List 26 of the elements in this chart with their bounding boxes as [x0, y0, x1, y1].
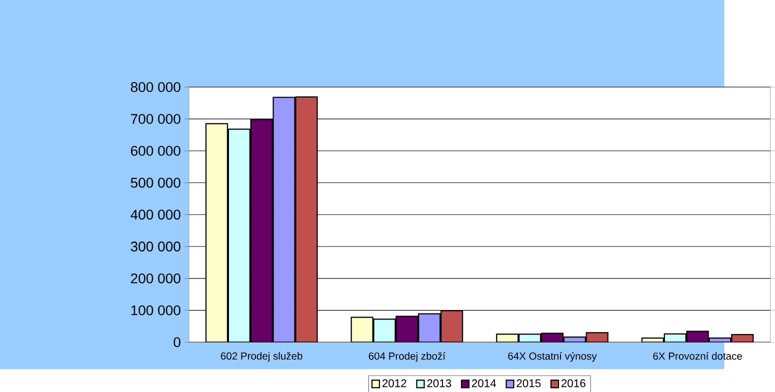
bar — [295, 96, 318, 342]
y-tick-label: 700 000 — [131, 114, 180, 124]
bar — [418, 314, 440, 342]
bar — [396, 316, 418, 342]
x-tick-label: 604 Prodej zboží — [368, 352, 446, 362]
y-tick-label: 100 000 — [131, 305, 180, 316]
bar — [250, 118, 273, 342]
bar — [272, 96, 296, 342]
bar — [205, 122, 228, 342]
y-tick-label: 0 — [174, 337, 180, 347]
y-tick-label: 600 000 — [131, 146, 180, 156]
bar — [228, 128, 250, 342]
legend-label: 2016 — [561, 379, 586, 388]
legend-label: 2012 — [382, 379, 406, 388]
y-tick-label: 300 000 — [130, 241, 180, 252]
legend-label: 2014 — [472, 379, 496, 388]
x-tick-label: 6X Provozní dotace — [653, 352, 742, 360]
bar — [441, 310, 463, 342]
y-tick-label: 400 000 — [130, 209, 180, 220]
y-tick-label: 500 000 — [130, 178, 180, 188]
y-tick-label: 200 000 — [130, 273, 180, 284]
legend-label: 2013 — [427, 379, 452, 388]
x-tick-label: 64X Ostatní výnosy — [508, 352, 597, 362]
y-tick-label: 800 000 — [130, 82, 180, 92]
legend-label: 2015 — [516, 379, 541, 388]
x-tick-label: 602 Prodej služeb — [220, 352, 302, 362]
